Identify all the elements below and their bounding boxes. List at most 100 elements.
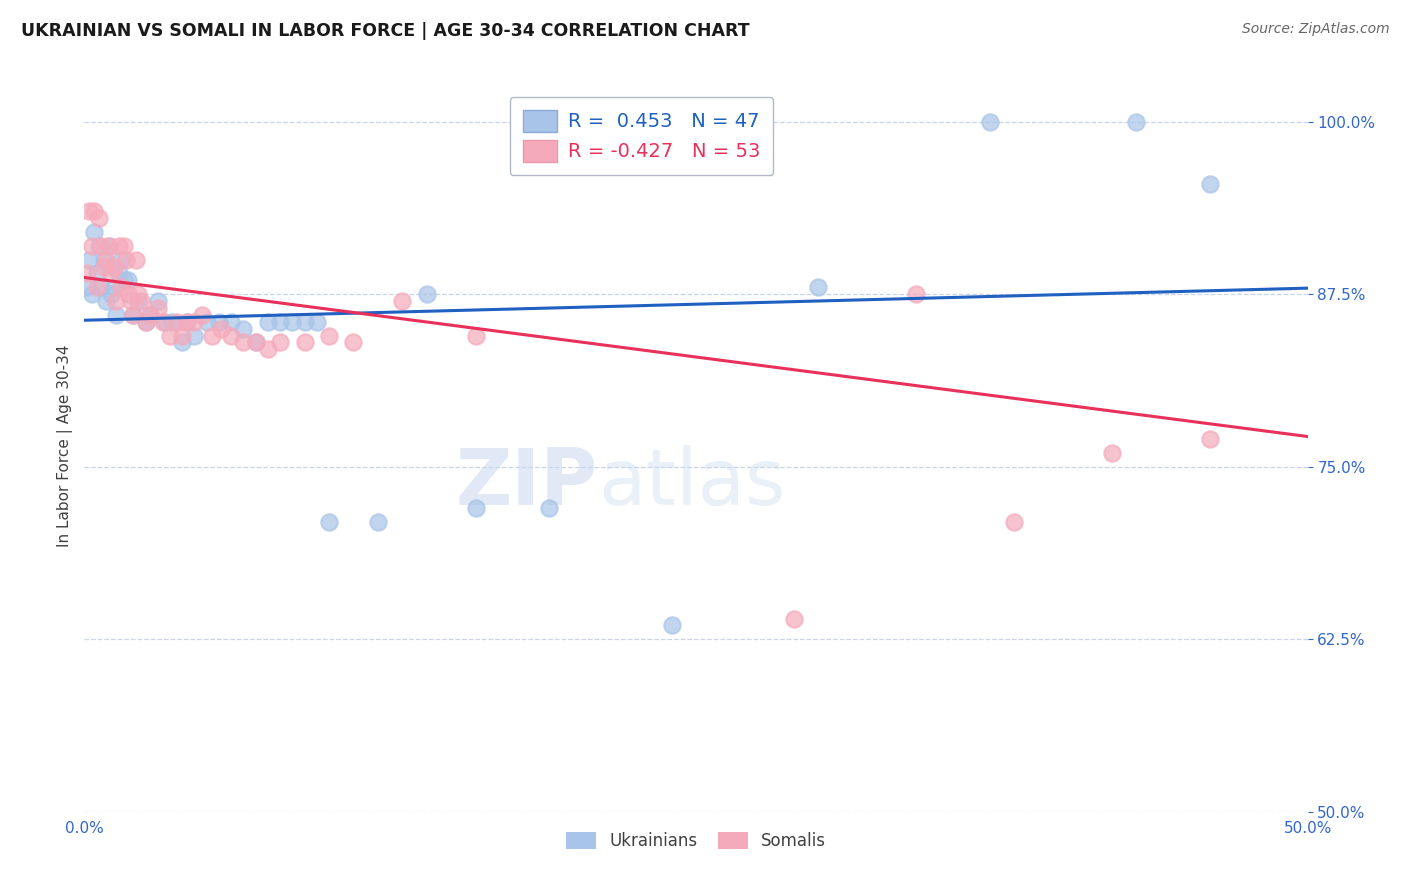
Point: [1101, 446, 1123, 460]
Point: [96, 294, 118, 309]
Legend: Ukrainians, Somalis: Ukrainians, Somalis: [558, 823, 834, 858]
Point: [117, 287, 139, 301]
Point: [979, 114, 1001, 128]
Point: [1002, 515, 1025, 529]
Point: [257, 343, 280, 357]
Point: [269, 335, 291, 350]
Point: [159, 328, 181, 343]
Point: [86, 280, 108, 294]
Point: [416, 287, 439, 301]
Point: [139, 308, 162, 322]
Point: [129, 294, 152, 309]
Point: [127, 294, 149, 309]
Point: [115, 252, 138, 267]
Point: [77, 204, 100, 219]
Point: [257, 315, 280, 329]
Point: [77, 252, 100, 267]
Point: [905, 287, 928, 301]
Point: [294, 335, 316, 350]
Point: [107, 239, 129, 253]
Y-axis label: In Labor Force | Age 30-34: In Labor Force | Age 30-34: [58, 344, 73, 548]
Point: [807, 280, 830, 294]
Point: [1125, 114, 1147, 128]
Point: [100, 267, 122, 281]
Point: [269, 315, 291, 329]
Point: [342, 335, 364, 350]
Point: [783, 611, 806, 625]
Point: [90, 280, 112, 294]
Point: [391, 294, 413, 309]
Point: [103, 280, 125, 294]
Point: [661, 618, 683, 632]
Point: [83, 225, 105, 239]
Point: [183, 315, 205, 329]
Point: [146, 294, 169, 309]
Point: [80, 287, 103, 301]
Point: [612, 114, 634, 128]
Text: ZIP: ZIP: [456, 444, 598, 521]
Point: [191, 308, 214, 322]
Point: [1198, 177, 1220, 191]
Point: [112, 239, 135, 253]
Point: [112, 273, 135, 287]
Point: [245, 335, 267, 350]
Point: [146, 301, 169, 315]
Point: [538, 501, 561, 516]
Point: [538, 114, 561, 128]
Point: [685, 114, 707, 128]
Point: [127, 287, 149, 301]
Point: [464, 328, 486, 343]
Text: UKRAINIAN VS SOMALI IN LABOR FORCE | AGE 30-34 CORRELATION CHART: UKRAINIAN VS SOMALI IN LABOR FORCE | AGE…: [21, 22, 749, 40]
Point: [90, 239, 112, 253]
Point: [96, 252, 118, 267]
Point: [464, 501, 486, 516]
Point: [1198, 432, 1220, 446]
Point: [139, 308, 162, 322]
Point: [103, 260, 125, 274]
Point: [172, 335, 194, 350]
Point: [105, 308, 128, 322]
Point: [232, 321, 254, 335]
Point: [245, 335, 267, 350]
Point: [87, 211, 110, 226]
Point: [305, 315, 328, 329]
Point: [100, 287, 122, 301]
Point: [93, 260, 115, 274]
Point: [367, 515, 389, 529]
Point: [209, 321, 232, 335]
Point: [117, 273, 139, 287]
Point: [176, 315, 198, 329]
Point: [110, 252, 132, 267]
Point: [152, 315, 174, 329]
Point: [153, 315, 176, 329]
Point: [318, 328, 340, 343]
Point: [200, 328, 222, 343]
Point: [107, 267, 129, 281]
Point: [208, 315, 231, 329]
Point: [195, 315, 218, 329]
Point: [162, 315, 184, 329]
Point: [166, 315, 188, 329]
Point: [176, 315, 198, 329]
Point: [83, 204, 105, 219]
Point: [110, 280, 132, 294]
Point: [135, 315, 157, 329]
Text: Source: ZipAtlas.com: Source: ZipAtlas.com: [1241, 22, 1389, 37]
Point: [122, 308, 145, 322]
Point: [219, 315, 242, 329]
Point: [97, 239, 120, 253]
Point: [183, 328, 205, 343]
Point: [80, 239, 103, 253]
Point: [87, 239, 110, 253]
Text: atlas: atlas: [598, 444, 786, 521]
Point: [122, 308, 145, 322]
Point: [294, 315, 316, 329]
Point: [120, 294, 142, 309]
Point: [105, 294, 128, 309]
Point: [318, 515, 340, 529]
Point: [219, 328, 242, 343]
Point: [76, 267, 98, 281]
Point: [125, 252, 148, 267]
Point: [76, 280, 98, 294]
Point: [232, 335, 254, 350]
